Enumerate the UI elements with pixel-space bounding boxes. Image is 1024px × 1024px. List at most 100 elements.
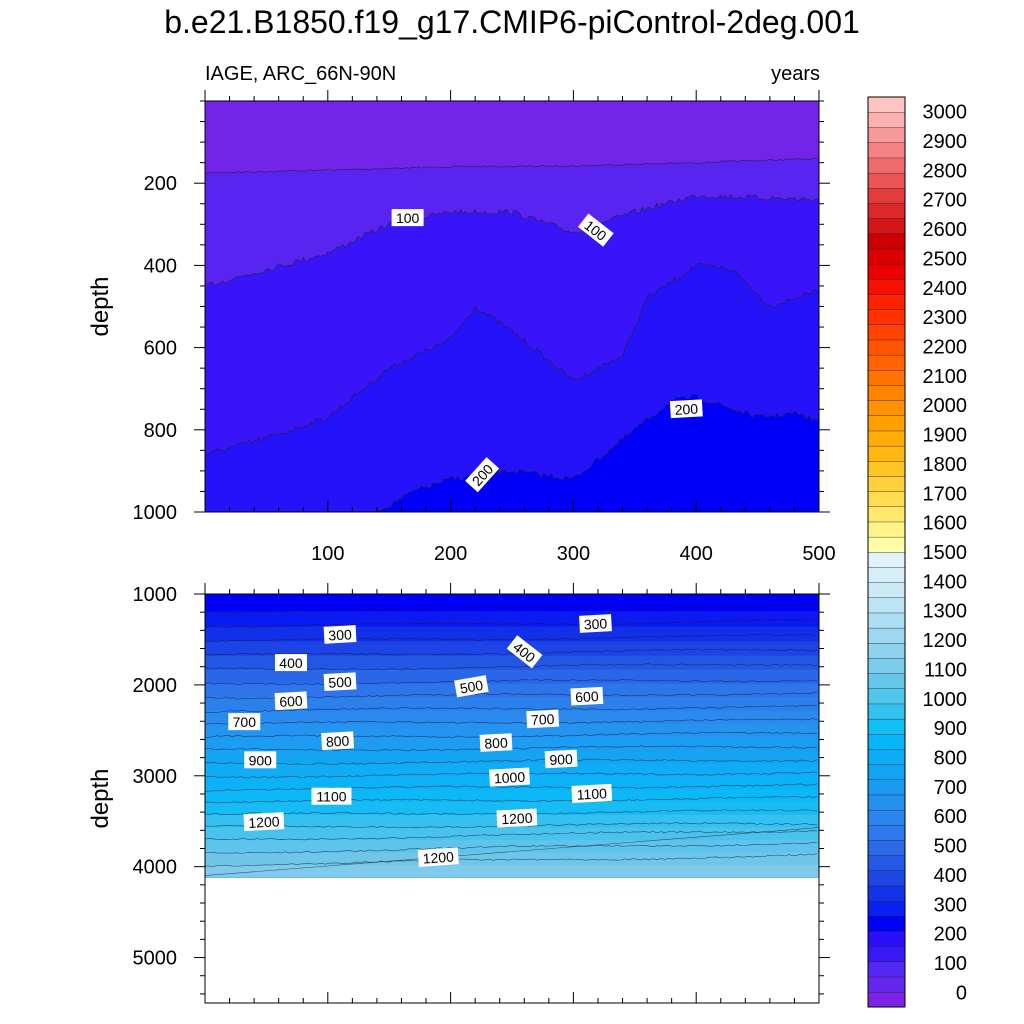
- colorbar-band: [867, 521, 906, 538]
- contour-label-text: 500: [459, 677, 485, 697]
- lower-y-tick-label: 3000: [133, 766, 178, 788]
- contour-label-box: [454, 675, 489, 698]
- lower-contour-label: 800: [321, 731, 355, 751]
- lower-contour-label: 900: [544, 749, 578, 769]
- colorbar-band: [867, 870, 906, 887]
- colorbar-label: 2400: [923, 278, 968, 300]
- colorbar-label: 1100: [924, 659, 967, 681]
- contour-label-text: 1000: [494, 769, 526, 787]
- lower-contour-label: 1200: [243, 812, 285, 832]
- colorbar-label: 1900: [923, 425, 968, 447]
- colorbar-band: [867, 733, 906, 750]
- contour-label-box: [465, 457, 500, 493]
- colorbar-band: [867, 339, 906, 356]
- lower-contour-label: 800: [479, 733, 513, 752]
- lower-isoline: [204, 704, 818, 713]
- contour-label-box: [496, 808, 538, 828]
- lower-isoline: [204, 648, 818, 656]
- colorbar-band: [867, 491, 906, 507]
- contour-label-text: 700: [233, 714, 257, 730]
- chart-title: b.e21.B1850.f19_g17.CMIP6-piControl-2deg…: [164, 4, 860, 40]
- colorbar-band: [867, 718, 906, 735]
- lower-y-tick-label: 4000: [133, 857, 178, 879]
- lower-isoline-1200-deep: [204, 827, 820, 876]
- colorbar-label: 2100: [923, 366, 968, 388]
- colorbar-band: [867, 415, 906, 432]
- contour-label-text: 300: [328, 626, 352, 643]
- lower-isoline: [204, 830, 818, 841]
- contour-label-box: [526, 709, 560, 729]
- upper-isoline-50: [204, 157, 820, 174]
- colorbar-band: [867, 991, 906, 1008]
- contour-label-box: [579, 614, 612, 633]
- colorbar-frame: [867, 96, 906, 1008]
- contour-label-text: 200: [674, 401, 698, 418]
- upper-y-tick-label: 800: [144, 420, 177, 442]
- upper-contour-label: 200: [669, 399, 703, 419]
- contour-label-text: 900: [249, 752, 273, 768]
- lower-contour-label: 1000: [489, 767, 530, 787]
- colorbar-band: [867, 900, 906, 917]
- colorbar-band: [867, 127, 906, 144]
- contour-label-box: [417, 847, 459, 867]
- lower-y-tick-label: 1000: [133, 584, 178, 606]
- upper-x-tick-label: 200: [434, 543, 467, 565]
- lower-isoline: [204, 633, 818, 643]
- colorbar-band: [867, 445, 906, 462]
- left-subtitle: IAGE, ARC_66N-90N: [205, 63, 397, 85]
- colorbar-label: 1200: [923, 630, 968, 652]
- contour-label-box: [489, 767, 530, 787]
- colorbar-band: [867, 839, 906, 856]
- colorbar-band: [867, 627, 906, 644]
- lower-contour-label: 900: [244, 751, 277, 769]
- lower-contour-label: 600: [274, 691, 308, 711]
- colorbar-band: [867, 794, 906, 811]
- colorbar-label: 400: [934, 865, 967, 887]
- colorbar-band: [867, 111, 906, 128]
- colorbar-band: [867, 506, 906, 523]
- contour-label-text: 600: [575, 688, 599, 705]
- colorbar-label: 1800: [923, 454, 968, 476]
- lower-contour-label: 1200: [496, 808, 538, 828]
- colorbar-band: [867, 142, 906, 159]
- contour-label-text: 1100: [316, 789, 346, 805]
- colorbar-label: 2600: [923, 219, 968, 241]
- lower-isoline: [204, 758, 818, 765]
- contour-label-box: [321, 731, 355, 751]
- lower-contour-label: 700: [228, 713, 261, 731]
- colorbar-band: [867, 612, 906, 629]
- colorbar-label: 300: [934, 894, 967, 916]
- colorbar-label: 900: [934, 718, 967, 740]
- contour-label-box: [243, 812, 285, 832]
- contour-label-box: [274, 691, 308, 711]
- colorbar-band: [867, 309, 906, 325]
- colorbar-band: [867, 430, 906, 447]
- colorbar-band: [867, 642, 906, 659]
- colorbar-label: 1000: [923, 689, 968, 711]
- colorbar-band: [867, 597, 906, 614]
- colorbar-label: 1600: [923, 513, 968, 535]
- contour-label-box: [506, 635, 543, 669]
- colorbar-band: [867, 293, 906, 310]
- contour-label-box: [570, 686, 604, 706]
- colorbar-band: [867, 855, 906, 872]
- colorbar-band: [867, 582, 906, 599]
- contour-label-box: [669, 399, 703, 419]
- lower-y-axis-label: depth: [87, 768, 114, 828]
- contour-label-box: [323, 672, 357, 691]
- contour-label-box: [577, 213, 614, 247]
- upper-x-tick-label: 400: [680, 543, 713, 565]
- upper-y-tick-label: 400: [144, 255, 177, 277]
- colorbar-label: 2800: [923, 160, 968, 182]
- colorbar-label: 600: [934, 806, 967, 828]
- lower-y-tick-label: 5000: [133, 948, 178, 970]
- lower-contour-label: 1200: [417, 847, 459, 867]
- colorbar-band: [867, 885, 906, 902]
- colorbar-label: 2000: [923, 395, 968, 417]
- upper-band-200: [376, 394, 819, 512]
- contour-label-box: [323, 625, 357, 644]
- colorbar-band: [867, 172, 906, 189]
- contour-label-text: 900: [549, 751, 573, 768]
- contour-label-box: [391, 209, 424, 227]
